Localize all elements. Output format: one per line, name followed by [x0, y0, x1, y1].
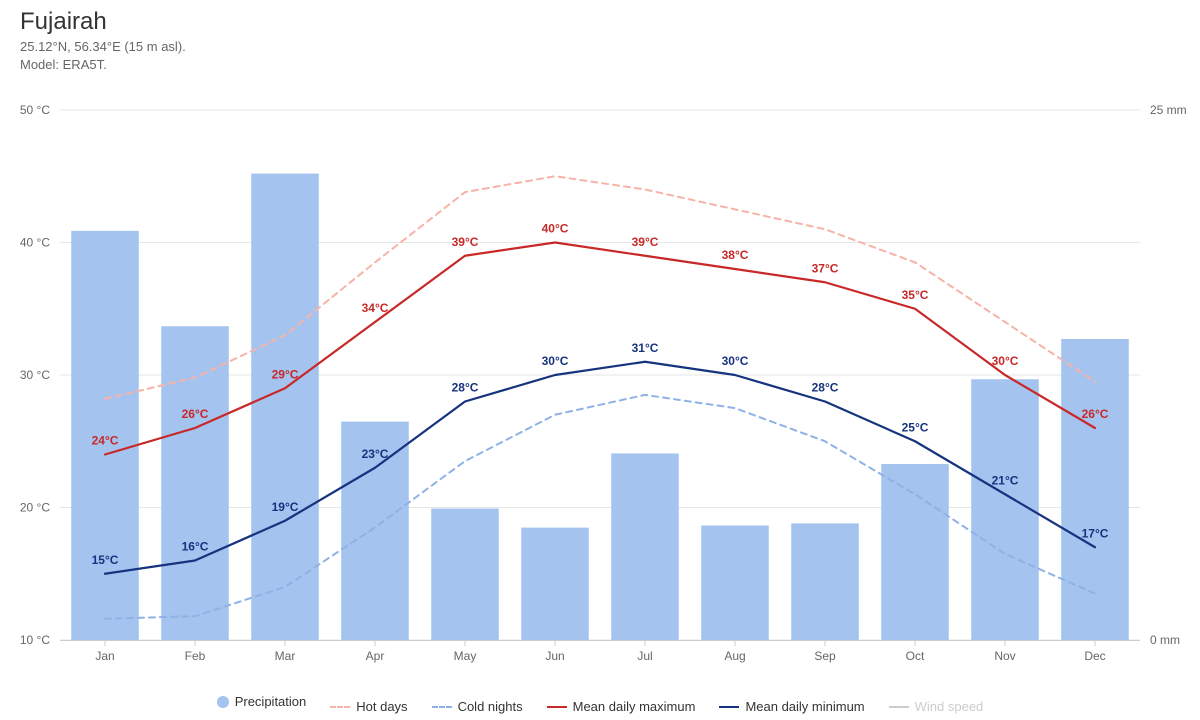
x-tick-label: May [454, 649, 477, 663]
precipitation-bar[interactable] [431, 509, 499, 640]
chart-svg: 10 °C20 °C30 °C40 °C50 °C0 mm25 mmJanFeb… [60, 110, 1140, 640]
x-tick-label: Oct [906, 649, 925, 663]
legend-label: Mean daily minimum [745, 699, 864, 714]
x-tick-label: Nov [994, 649, 1015, 663]
mean-max-label: 40°C [542, 222, 569, 236]
legend-swatch-cold_nights [432, 706, 452, 708]
subtitle-coords: 25.12°N, 56.34°E (15 m asl). [20, 39, 186, 54]
precipitation-bar[interactable] [791, 523, 859, 640]
chart-legend: Precipitation Hot days Cold nights Mean dai… [0, 694, 1200, 714]
y-left-tick-label: 30 °C [20, 368, 50, 382]
precipitation-bar[interactable] [701, 526, 769, 640]
legend-swatch-precipitation [217, 696, 229, 708]
mean-max-label: 26°C [182, 407, 209, 421]
x-tick-label: Mar [275, 649, 296, 663]
mean-min-label: 21°C [992, 473, 1019, 487]
legend-label: Cold nights [458, 699, 523, 714]
chart-title: Fujairah [20, 8, 186, 36]
mean-min-label: 15°C [92, 553, 119, 567]
x-tick-label: Jun [545, 649, 564, 663]
mean-max-label: 39°C [452, 235, 479, 249]
x-tick-label: Jul [637, 649, 652, 663]
x-tick-label: Apr [366, 649, 385, 663]
legend-item-cold_nights[interactable]: Cold nights [432, 699, 523, 714]
y-left-tick-label: 50 °C [20, 103, 50, 117]
climate-chart: 10 °C20 °C30 °C40 °C50 °C0 mm25 mmJanFeb… [60, 110, 1140, 640]
legend-item-hot_days[interactable]: Hot days [330, 699, 407, 714]
mean-min-label: 30°C [542, 354, 569, 368]
mean-max-label: 35°C [902, 288, 929, 302]
legend-label: Mean daily maximum [573, 699, 696, 714]
legend-label: Hot days [356, 699, 407, 714]
legend-swatch-hot_days [330, 706, 350, 708]
mean-min-label: 17°C [1082, 526, 1109, 540]
y-right-tick-label: 0 mm [1150, 633, 1180, 647]
precipitation-bar[interactable] [611, 453, 679, 640]
precipitation-bar[interactable] [161, 326, 229, 640]
legend-item-mean_min[interactable]: Mean daily minimum [719, 699, 864, 714]
legend-label: Precipitation [235, 694, 307, 709]
subtitle-model: Model: ERA5T. [20, 57, 107, 72]
legend-label: Wind speed [915, 699, 984, 714]
y-right-tick-label: 25 mm [1150, 103, 1187, 117]
y-left-tick-label: 10 °C [20, 633, 50, 647]
legend-item-wind_speed[interactable]: Wind speed [889, 699, 984, 714]
mean-min-label: 23°C [362, 447, 389, 461]
x-tick-label: Aug [724, 649, 745, 663]
x-tick-label: Feb [185, 649, 206, 663]
chart-subtitle: 25.12°N, 56.34°E (15 m asl). Model: ERA5… [20, 38, 186, 74]
mean-max-label: 24°C [92, 434, 119, 448]
mean-min-label: 19°C [272, 500, 299, 514]
legend-swatch-wind_speed [889, 706, 909, 708]
precipitation-bar[interactable] [881, 464, 949, 640]
mean-max-label: 30°C [992, 354, 1019, 368]
x-tick-label: Sep [814, 649, 836, 663]
mean-min-label: 25°C [902, 420, 929, 434]
precipitation-bar[interactable] [1061, 339, 1129, 640]
mean-max-label: 39°C [632, 235, 659, 249]
mean-min-label: 30°C [722, 354, 749, 368]
mean-min-label: 16°C [182, 540, 209, 554]
mean-max-label: 29°C [272, 367, 299, 381]
mean-min-label: 31°C [632, 341, 659, 355]
precipitation-bar[interactable] [521, 528, 589, 640]
precipitation-bar[interactable] [971, 379, 1039, 640]
mean-max-label: 37°C [812, 261, 839, 275]
chart-header: Fujairah 25.12°N, 56.34°E (15 m asl). Mo… [20, 8, 186, 74]
legend-swatch-mean_max [547, 706, 567, 708]
mean-max-label: 26°C [1082, 407, 1109, 421]
legend-item-precipitation[interactable]: Precipitation [217, 694, 307, 709]
y-left-tick-label: 40 °C [20, 236, 50, 250]
x-tick-label: Dec [1084, 649, 1105, 663]
x-tick-label: Jan [95, 649, 114, 663]
legend-item-mean_max[interactable]: Mean daily maximum [547, 699, 696, 714]
precipitation-bar[interactable] [251, 174, 319, 640]
mean-max-label: 34°C [362, 301, 389, 315]
legend-swatch-mean_min [719, 706, 739, 708]
mean-min-label: 28°C [452, 381, 479, 395]
mean-max-label: 38°C [722, 248, 749, 262]
mean-min-label: 28°C [812, 381, 839, 395]
y-left-tick-label: 20 °C [20, 501, 50, 515]
